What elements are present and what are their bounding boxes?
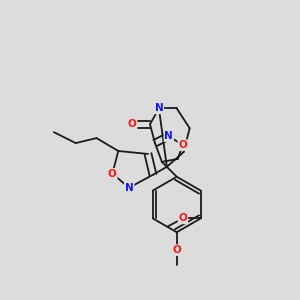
Text: N: N: [164, 131, 173, 141]
Text: O: O: [178, 213, 187, 224]
Text: O: O: [108, 169, 117, 179]
Text: O: O: [128, 119, 136, 129]
Text: N: N: [154, 103, 163, 113]
Text: O: O: [178, 140, 187, 150]
Text: O: O: [172, 245, 181, 255]
Text: N: N: [125, 183, 134, 193]
